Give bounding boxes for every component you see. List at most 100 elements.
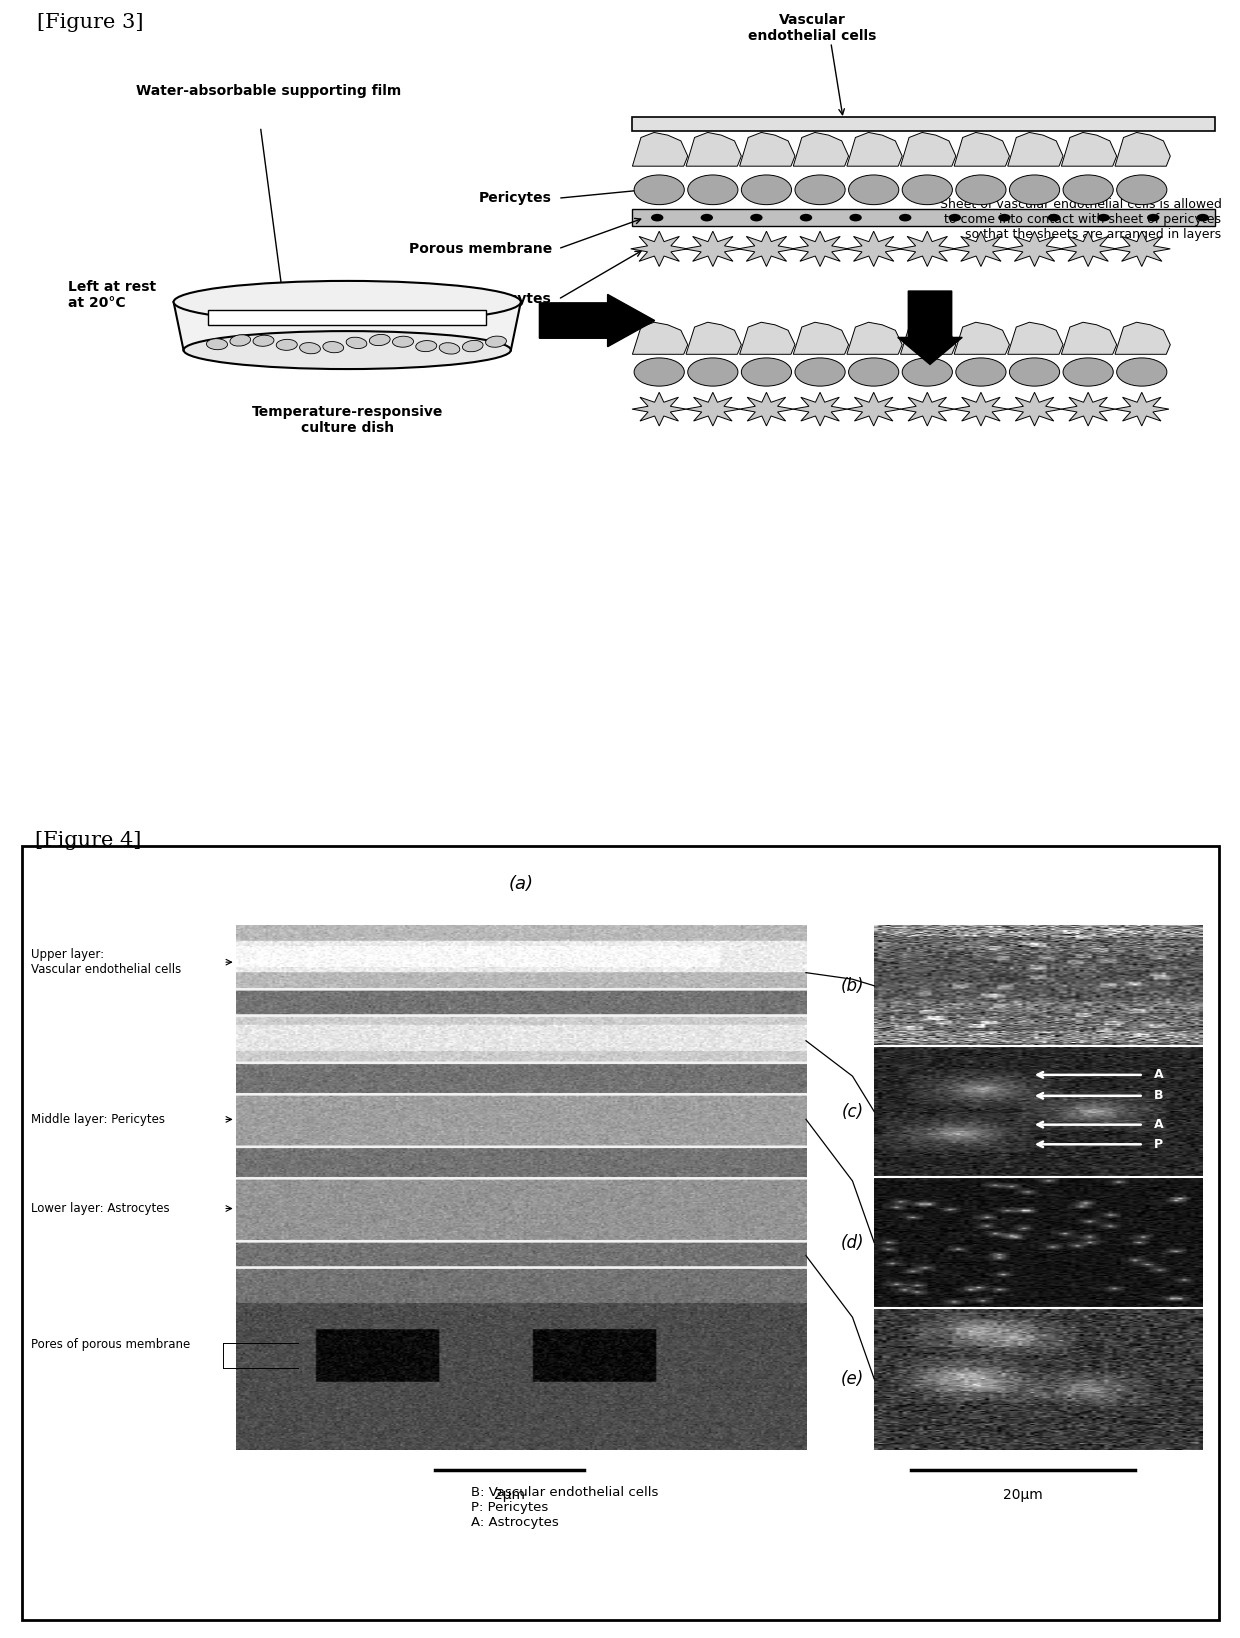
Ellipse shape — [634, 175, 684, 205]
Text: Astrocytes: Astrocytes — [467, 293, 552, 306]
Polygon shape — [738, 231, 795, 267]
Text: Porous membrane: Porous membrane — [408, 242, 552, 256]
Text: Upper layer:
Vascular endothelial cells: Upper layer: Vascular endothelial cells — [31, 948, 181, 976]
Polygon shape — [952, 231, 1009, 267]
Ellipse shape — [688, 175, 738, 205]
Polygon shape — [739, 133, 795, 165]
Polygon shape — [847, 133, 903, 165]
Text: Left at rest
at 20°C: Left at rest at 20°C — [68, 280, 156, 310]
Ellipse shape — [1063, 175, 1114, 205]
Ellipse shape — [486, 336, 506, 347]
Polygon shape — [686, 133, 742, 165]
Polygon shape — [174, 301, 521, 351]
Text: B: B — [1153, 1089, 1163, 1102]
Polygon shape — [792, 393, 847, 426]
Ellipse shape — [174, 280, 521, 323]
Ellipse shape — [322, 342, 343, 352]
Polygon shape — [1007, 393, 1061, 426]
Ellipse shape — [634, 359, 684, 387]
Text: Water-absorbable supporting film: Water-absorbable supporting film — [136, 84, 402, 98]
Text: (c): (c) — [842, 1102, 864, 1120]
Text: Middle layer: Pericytes: Middle layer: Pericytes — [31, 1112, 165, 1125]
Text: B: Vascular endothelial cells
P: Pericytes
A: Astrocytes: B: Vascular endothelial cells P: Pericyt… — [471, 1487, 658, 1530]
Ellipse shape — [463, 341, 484, 352]
Ellipse shape — [229, 334, 250, 346]
Ellipse shape — [346, 337, 367, 349]
Polygon shape — [900, 323, 956, 354]
Ellipse shape — [1009, 359, 1060, 387]
Polygon shape — [686, 393, 740, 426]
Text: Temperature-responsive
culture dish: Temperature-responsive culture dish — [252, 405, 443, 436]
Polygon shape — [847, 393, 901, 426]
Polygon shape — [632, 133, 688, 165]
Text: (e): (e) — [841, 1369, 864, 1387]
Polygon shape — [954, 133, 1009, 165]
Polygon shape — [1061, 393, 1115, 426]
Ellipse shape — [1117, 175, 1167, 205]
Ellipse shape — [207, 339, 227, 349]
Ellipse shape — [1048, 215, 1060, 221]
Polygon shape — [632, 393, 687, 426]
Ellipse shape — [1147, 215, 1159, 221]
Text: P: P — [1153, 1138, 1163, 1152]
Ellipse shape — [701, 215, 713, 221]
Polygon shape — [900, 393, 955, 426]
Polygon shape — [632, 323, 688, 354]
Text: Lower layer: Astrocytes: Lower layer: Astrocytes — [31, 1202, 170, 1215]
Polygon shape — [1114, 231, 1171, 267]
Ellipse shape — [795, 175, 846, 205]
FancyArrow shape — [898, 292, 962, 364]
Polygon shape — [794, 133, 848, 165]
Ellipse shape — [1197, 215, 1209, 221]
Polygon shape — [1061, 323, 1117, 354]
Polygon shape — [900, 133, 956, 165]
Text: [Figure 4]: [Figure 4] — [35, 832, 141, 850]
Polygon shape — [1115, 393, 1169, 426]
Ellipse shape — [848, 359, 899, 387]
Text: (b): (b) — [841, 976, 864, 994]
Text: (a): (a) — [508, 875, 533, 893]
Polygon shape — [686, 323, 742, 354]
Polygon shape — [1115, 323, 1171, 354]
Ellipse shape — [1097, 215, 1110, 221]
Polygon shape — [1061, 133, 1117, 165]
Ellipse shape — [277, 339, 298, 351]
Text: [Figure 3]: [Figure 3] — [37, 13, 144, 31]
Text: A: A — [1153, 1068, 1163, 1081]
Polygon shape — [684, 231, 742, 267]
Ellipse shape — [415, 341, 436, 352]
Ellipse shape — [849, 215, 862, 221]
Ellipse shape — [903, 175, 952, 205]
Ellipse shape — [998, 215, 1011, 221]
Ellipse shape — [1117, 359, 1167, 387]
Ellipse shape — [848, 175, 899, 205]
Ellipse shape — [651, 215, 663, 221]
Ellipse shape — [393, 336, 413, 347]
Polygon shape — [1008, 323, 1063, 354]
Polygon shape — [794, 323, 848, 354]
Text: A: A — [1153, 1119, 1163, 1132]
Ellipse shape — [253, 336, 274, 346]
Text: Pericytes: Pericytes — [479, 192, 552, 205]
Ellipse shape — [956, 359, 1006, 387]
Bar — [208, 311, 486, 324]
Polygon shape — [1006, 231, 1063, 267]
Ellipse shape — [370, 334, 391, 346]
Polygon shape — [1115, 133, 1171, 165]
Polygon shape — [846, 231, 903, 267]
Ellipse shape — [795, 359, 846, 387]
Ellipse shape — [903, 359, 952, 387]
Polygon shape — [791, 231, 848, 267]
Ellipse shape — [300, 342, 320, 354]
Text: 20μm: 20μm — [1003, 1489, 1043, 1502]
Polygon shape — [739, 323, 795, 354]
FancyArrow shape — [539, 295, 655, 347]
Polygon shape — [899, 231, 956, 267]
Ellipse shape — [1009, 175, 1060, 205]
Polygon shape — [1060, 231, 1117, 267]
Ellipse shape — [439, 342, 460, 354]
Ellipse shape — [800, 215, 812, 221]
Ellipse shape — [742, 175, 791, 205]
Ellipse shape — [742, 359, 791, 387]
Ellipse shape — [1063, 359, 1114, 387]
